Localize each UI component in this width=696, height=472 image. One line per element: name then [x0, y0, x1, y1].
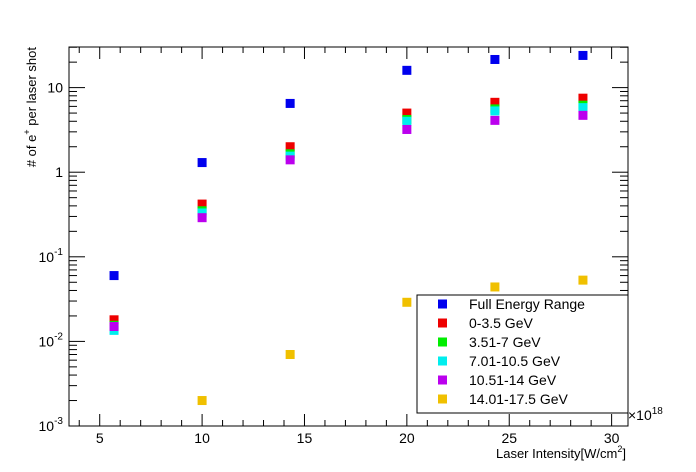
- x-tick-label: 5: [96, 430, 104, 446]
- y-tick-label: 10-1: [39, 247, 64, 265]
- x-tick-label: 15: [297, 430, 313, 446]
- x-axis-title-suffix: ]: [622, 446, 626, 461]
- legend-items: Full Energy Range 0-3.5 GeV 3.51-7 GeV 7.01…: [438, 296, 585, 407]
- plot-frame: [68, 46, 629, 427]
- legend-marker: [438, 375, 447, 385]
- x-tick-label: 10: [194, 430, 210, 446]
- data-point-series-5: [578, 275, 588, 285]
- data-point-series-1: [109, 315, 119, 325]
- y-tick-label: 10-3: [39, 416, 64, 434]
- data-point-series-0: [402, 65, 412, 75]
- data-point-series-3: [578, 103, 588, 113]
- data-point-series-4: [197, 213, 207, 223]
- x-tick-label: 25: [501, 430, 517, 446]
- y-tick-label: 1: [55, 164, 63, 180]
- y-axis-title: # of e+ per laser shot: [22, 47, 39, 168]
- data-point-series-4: [402, 124, 412, 134]
- legend-box: [416, 294, 629, 414]
- y-axis-title-sup: +: [22, 129, 32, 134]
- legend-label: 3.51-7 GeV: [469, 334, 541, 350]
- legend-label: 0-3.5 GeV: [469, 315, 533, 331]
- data-point-series-0: [285, 98, 295, 108]
- data-point-series-4: [578, 110, 588, 120]
- data-point-series-3: [490, 106, 500, 116]
- legend-marker: [438, 394, 447, 404]
- data-point-series-0: [490, 54, 500, 64]
- data-point-series-5: [490, 282, 500, 292]
- x-tick-label: 30: [604, 430, 620, 446]
- x-axis-ticks: 5 10 15 20 25 30: [78, 47, 620, 446]
- data-point-series-4: [490, 115, 500, 125]
- data-point-series-1: [197, 199, 207, 209]
- x-axis-multiplier-exponent: 18: [652, 406, 664, 417]
- legend-marker: [438, 318, 447, 328]
- y-axis-title-suffix: per laser shot: [24, 47, 39, 130]
- data-point-series-3: [197, 208, 207, 218]
- legend-marker: [438, 356, 447, 366]
- legend-label: Full Energy Range: [469, 296, 585, 312]
- legend-marker: [438, 337, 447, 347]
- y-axis-title-main: # of e: [24, 135, 39, 168]
- x-axis-multiplier: ×1018: [628, 406, 663, 423]
- x-axis-multiplier-base: ×10: [628, 407, 652, 423]
- data-point-series-0: [578, 50, 588, 60]
- data-point-series-5: [402, 297, 412, 307]
- legend: Full Energy Range 0-3.5 GeV 3.51-7 GeV 7.01…: [416, 294, 629, 414]
- legend-marker: [438, 299, 447, 309]
- y-tick-label: 10-2: [39, 331, 64, 349]
- legend-label: 7.01-10.5 GeV: [469, 353, 561, 369]
- data-point-series-1: [285, 142, 295, 152]
- x-axis-title-main: Laser Intensity[W/cm: [496, 446, 617, 461]
- x-tick-label: 20: [399, 430, 415, 446]
- data-point-series-5: [197, 396, 207, 406]
- data-point-series-5: [285, 350, 295, 360]
- legend-label: 14.01-17.5 GeV: [469, 391, 569, 407]
- legend-label: 10.51-14 GeV: [469, 372, 557, 388]
- x-axis-title: Laser Intensity[W/cm2]: [496, 444, 626, 461]
- x-axis-title-sup: 2: [617, 444, 622, 454]
- data-point-series-1: [490, 97, 500, 107]
- data-point-series-4: [285, 155, 295, 165]
- data-point-series-0: [109, 271, 119, 281]
- data-point-series-0: [197, 158, 207, 168]
- y-axis-ticks: 10-3 10-2 10-1 1 10: [39, 46, 628, 434]
- data-point-series-3: [402, 116, 412, 126]
- data-point-series-1: [402, 108, 412, 118]
- data-points: [109, 50, 588, 406]
- data-point-series-1: [578, 93, 588, 103]
- y-tick-label: 10: [47, 80, 63, 96]
- data-point-series-4: [109, 322, 119, 332]
